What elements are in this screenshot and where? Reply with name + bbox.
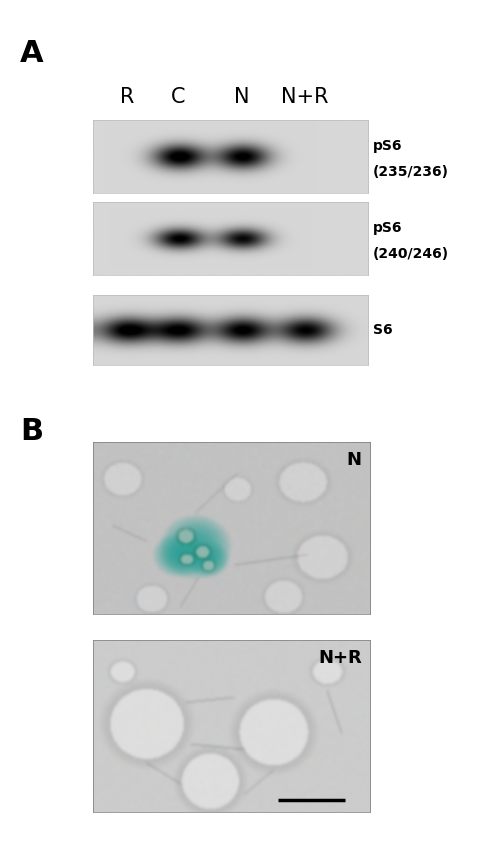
- Text: S6: S6: [372, 323, 392, 337]
- Text: C: C: [171, 87, 186, 107]
- Text: N: N: [234, 87, 249, 107]
- Text: B: B: [20, 417, 43, 446]
- Text: (240/246): (240/246): [372, 247, 448, 261]
- Text: A: A: [20, 39, 44, 68]
- Text: pS6: pS6: [372, 221, 402, 235]
- Text: N: N: [346, 451, 362, 469]
- Text: pS6: pS6: [372, 139, 402, 154]
- Text: R: R: [120, 87, 134, 107]
- Text: N+R: N+R: [280, 87, 328, 107]
- Text: (235/236): (235/236): [372, 165, 448, 180]
- Text: N+R: N+R: [318, 649, 362, 667]
